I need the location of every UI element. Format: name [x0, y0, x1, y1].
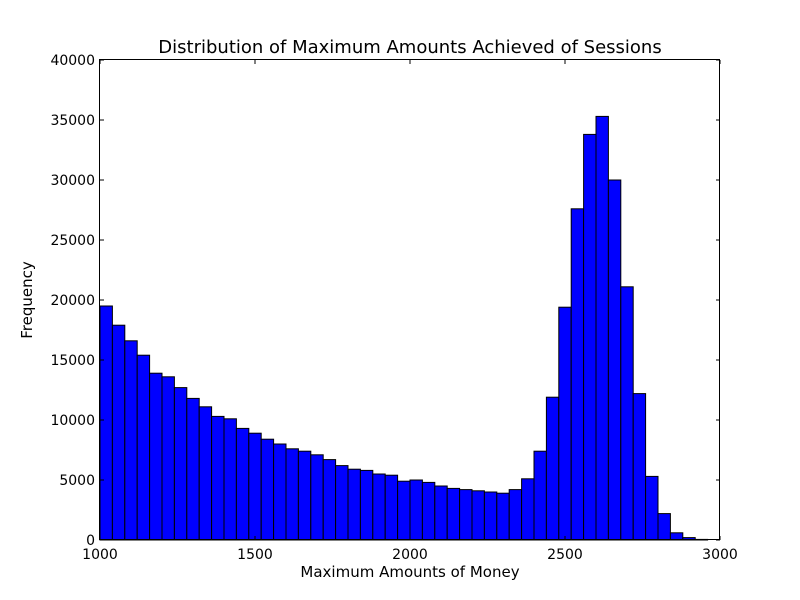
x-axis-ticks: 1000 1500 2000 2500 3000 [82, 60, 738, 563]
histogram-bar [521, 478, 535, 541]
histogram-bar [260, 438, 275, 541]
histogram-bar [297, 450, 312, 541]
histogram-bar [545, 396, 560, 541]
x-tick-label: 2000 [392, 547, 428, 563]
histogram-bar [198, 406, 213, 541]
histogram-bar [669, 532, 684, 541]
histogram-bar [459, 489, 473, 541]
histogram-bar [248, 432, 262, 541]
histogram-bar [434, 485, 448, 541]
plot-frame [99, 59, 720, 540]
histogram-bar [607, 179, 622, 541]
bars-group [99, 115, 709, 541]
y-tick-label: 15000 [50, 353, 95, 369]
chart-title: Distribution of Maximum Amounts Achieved… [158, 37, 661, 58]
histogram-bar [483, 491, 498, 541]
histogram-bar [620, 286, 634, 541]
histogram-bar [583, 133, 597, 541]
histogram-bar [124, 340, 138, 541]
histogram-bar [446, 487, 461, 541]
histogram-bar [310, 454, 324, 541]
histogram-bar [558, 306, 572, 541]
histogram-bar [359, 469, 374, 541]
y-tick-label: 0 [86, 533, 95, 549]
histogram-bar [111, 324, 126, 541]
y-axis-ticks: 0 5000 10000 15000 20000 25000 30000 35000 40000 [50, 53, 720, 549]
histogram-bar [421, 481, 436, 541]
x-axis-label: Maximum Amounts of Money [300, 563, 519, 581]
histogram-bar [632, 393, 647, 541]
x-tick-label: 3000 [702, 547, 738, 563]
histogram-bar [211, 415, 225, 541]
histogram-bar [99, 305, 113, 541]
y-tick-label: 30000 [50, 173, 95, 189]
y-axis-label: Frequency [18, 261, 36, 339]
y-tick-label: 25000 [50, 233, 95, 249]
histogram-bar [508, 489, 523, 541]
histogram-bar [149, 372, 163, 541]
histogram-bar [273, 443, 287, 541]
histogram-bar [235, 427, 250, 541]
histogram-bar [372, 473, 386, 541]
histogram-bar [161, 376, 175, 541]
histogram-bar [285, 448, 299, 541]
y-tick-label: 20000 [50, 293, 95, 309]
histogram-bar [322, 459, 337, 541]
histogram-bar [496, 492, 510, 541]
histogram-bar [409, 479, 423, 541]
y-tick-label: 10000 [50, 413, 95, 429]
histogram-bar [335, 465, 349, 541]
histogram-bar [533, 450, 547, 541]
x-tick-label: 2500 [547, 547, 583, 563]
histogram-bar [570, 208, 585, 541]
histogram-bar [645, 475, 659, 541]
y-tick-label: 40000 [50, 53, 95, 69]
histogram-bar [595, 115, 609, 541]
histogram-bar [384, 474, 399, 541]
histogram-bar [136, 354, 151, 541]
histogram-bar [397, 480, 411, 541]
x-tick-label: 1500 [237, 547, 273, 563]
y-tick-label: 5000 [59, 473, 95, 489]
histogram-bar [223, 418, 237, 541]
histogram-bar [471, 490, 485, 541]
histogram-bar [186, 397, 200, 541]
x-tick-label: 1000 [82, 547, 118, 563]
histogram-bar [173, 387, 188, 541]
histogram-bar [657, 513, 671, 541]
histogram-bar [347, 468, 361, 541]
y-tick-label: 35000 [50, 113, 95, 129]
